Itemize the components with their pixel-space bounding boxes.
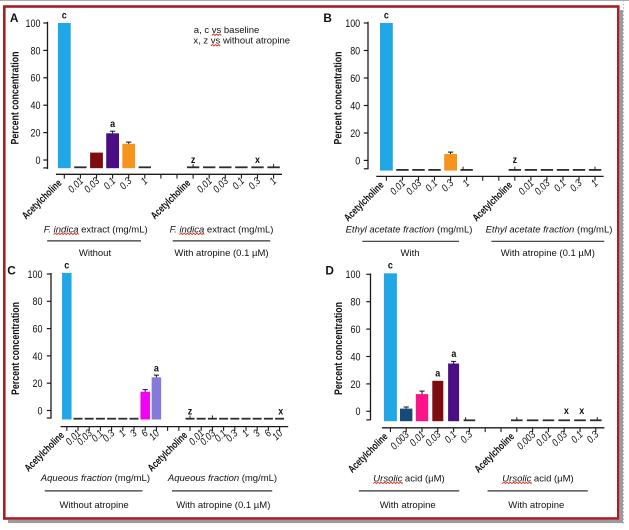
svg-text:Percent concentration: Percent concentration [10, 51, 22, 144]
svg-text:Ursolic: Ursolic [502, 473, 531, 484]
svg-text:x: x [579, 405, 584, 417]
svg-text:Aqueous fraction: Aqueous fraction [167, 473, 239, 484]
svg-text:F. indica: F. indica [44, 224, 79, 235]
svg-text:extract (mg/mL): extract (mg/mL) [79, 224, 148, 235]
svg-text:Without: Without [79, 248, 112, 259]
svg-text:1: 1 [268, 176, 279, 187]
svg-text:80: 80 [31, 45, 41, 57]
svg-text:x: x [255, 154, 260, 166]
svg-text:60: 60 [351, 324, 361, 336]
svg-text:20: 20 [31, 128, 41, 140]
svg-text:Ursolic: Ursolic [373, 473, 402, 484]
svg-text:100: 100 [346, 269, 361, 281]
svg-text:80: 80 [350, 45, 360, 57]
svg-text:extract (mg/mL): extract (mg/mL) [204, 224, 273, 235]
svg-text:6: 6 [263, 428, 274, 439]
svg-text:(mg/mL): (mg/mL) [112, 473, 150, 484]
svg-text:a: a [110, 118, 115, 130]
svg-text:Percent concentration: Percent concentration [333, 302, 345, 395]
svg-text:A: A [10, 11, 19, 25]
svg-text:3: 3 [128, 428, 139, 439]
svg-text:z: z [513, 154, 518, 166]
svg-text:100: 100 [28, 269, 43, 281]
svg-text:0: 0 [38, 405, 43, 417]
svg-text:0: 0 [36, 155, 41, 167]
svg-text:With atropine: With atropine [380, 500, 436, 511]
svg-text:Aqueous fraction: Aqueous fraction [40, 473, 112, 484]
svg-text:With atropine (0.1 µM): With atropine (0.1 µM) [501, 248, 595, 259]
svg-text:40: 40 [31, 100, 41, 112]
svg-text:c: c [384, 9, 389, 21]
svg-text:With atropine (0.1 µM): With atropine (0.1 µM) [174, 248, 268, 259]
svg-text:Ethyl acetate fraction: Ethyl acetate fraction [346, 224, 435, 235]
svg-text:Ethyl acetate fraction: Ethyl acetate fraction [486, 224, 575, 235]
svg-text:c: c [64, 260, 69, 272]
svg-text:1: 1 [240, 428, 251, 439]
svg-text:60: 60 [31, 73, 41, 85]
svg-text:x: x [564, 405, 569, 417]
svg-text:Percent concentration: Percent concentration [10, 302, 22, 395]
svg-text:80: 80 [33, 296, 43, 308]
svg-text:a, c vs baseline: a, c vs baseline [194, 25, 259, 36]
svg-text:(mg/mL): (mg/mL) [434, 224, 472, 235]
svg-text:B: B [323, 11, 332, 25]
svg-text:x: x [278, 405, 283, 417]
svg-text:20: 20 [351, 379, 361, 391]
svg-text:20: 20 [33, 378, 43, 390]
svg-text:a: a [154, 362, 159, 374]
svg-text:c: c [62, 9, 67, 21]
svg-text:40: 40 [33, 351, 43, 363]
svg-text:z: z [188, 405, 193, 417]
svg-text:With atropine (0.1 µM): With atropine (0.1 µM) [176, 500, 270, 511]
svg-text:C: C [7, 263, 16, 277]
svg-text:6: 6 [140, 428, 151, 439]
svg-text:0: 0 [355, 155, 360, 167]
svg-text:a: a [435, 367, 440, 379]
svg-text:(mg/mL): (mg/mL) [574, 224, 612, 235]
svg-text:With atropine: With atropine [508, 500, 564, 511]
svg-text:1: 1 [139, 176, 150, 187]
svg-text:acid (µM): acid (µM) [531, 473, 573, 484]
svg-text:3: 3 [252, 428, 263, 439]
svg-text:With: With [401, 248, 420, 259]
svg-text:60: 60 [350, 73, 360, 85]
svg-text:100: 100 [345, 18, 360, 30]
svg-text:40: 40 [350, 100, 360, 112]
svg-text:40: 40 [351, 351, 361, 363]
svg-text:x, z vs without atropine: x, z vs without atropine [193, 36, 290, 47]
svg-text:a: a [451, 348, 456, 360]
svg-text:80: 80 [351, 297, 361, 309]
svg-text:(mg/mL): (mg/mL) [239, 473, 277, 484]
svg-text:1: 1 [117, 428, 128, 439]
svg-text:D: D [325, 263, 334, 277]
svg-text:60: 60 [33, 324, 43, 336]
svg-text:100: 100 [26, 18, 41, 30]
svg-text:Without atropine: Without atropine [60, 500, 129, 511]
svg-text:F. indica: F. indica [170, 224, 205, 235]
svg-text:c: c [388, 260, 393, 272]
svg-text:acid (µM): acid (µM) [402, 473, 444, 484]
svg-text:20: 20 [350, 128, 360, 140]
svg-text:0: 0 [356, 406, 361, 418]
svg-text:1: 1 [590, 178, 601, 189]
svg-text:1: 1 [461, 178, 472, 189]
svg-text:Percent concentration: Percent concentration [332, 51, 344, 144]
svg-text:z: z [191, 154, 196, 166]
